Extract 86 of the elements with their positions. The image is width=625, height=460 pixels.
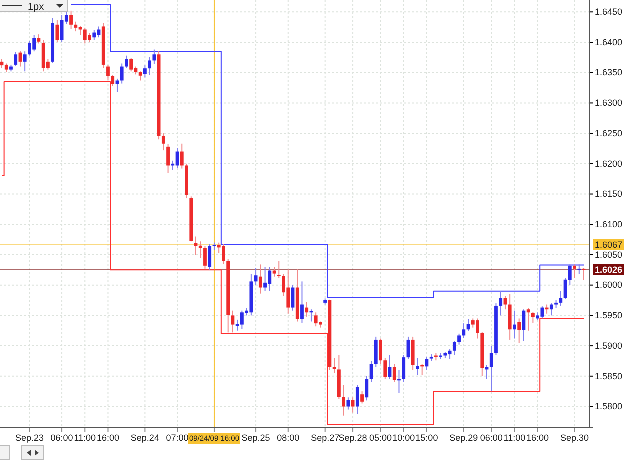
candlestick <box>458 333 461 346</box>
x-tick-label: Sep.27 <box>311 433 340 443</box>
y-tick-label: 1.6350 <box>595 68 623 78</box>
candlestick <box>92 30 96 41</box>
x-tick-label: 08:00 <box>277 433 300 443</box>
candlestick <box>74 21 78 32</box>
candlestick <box>342 385 346 416</box>
y-tick-label: 1.5900 <box>595 340 623 351</box>
y-tick-label: 1.6400 <box>595 37 623 48</box>
candlestick <box>351 397 355 414</box>
annotation: 1px <box>28 2 44 13</box>
x-tick-label: 06:00 <box>50 433 74 443</box>
y-tick-label: 1.5850 <box>595 371 623 382</box>
x-tick-label: Sep.25 <box>242 433 270 443</box>
candlestick <box>138 71 142 82</box>
candlestick <box>518 318 522 344</box>
x-tick-label: Sep.23 <box>15 433 44 443</box>
candlestick <box>499 290 503 316</box>
candlestick <box>130 58 134 72</box>
ref-line-label: 1.6067 <box>595 240 623 250</box>
x-tick-label: Sep.28 <box>338 433 368 443</box>
candlestick <box>384 358 388 380</box>
candlestick <box>258 264 262 294</box>
y-tick-label: 1.6150 <box>595 189 623 200</box>
candlestick <box>360 391 364 404</box>
x-tick-label: 11:00 <box>74 433 96 443</box>
x-tick-label: 15:00 <box>416 433 438 443</box>
candlestick <box>180 143 184 170</box>
candlestick <box>162 133 166 152</box>
candlestick <box>531 312 535 324</box>
y-tick-label: 1.6050 <box>595 250 623 260</box>
y-tick-label: 1.6000 <box>595 280 623 290</box>
y-tick-label: 1.6450 <box>595 7 623 18</box>
candlestick <box>550 303 554 316</box>
y-tick-label: 1.5800 <box>595 402 623 412</box>
candlestick <box>573 264 576 279</box>
x-tick-label: 16:00 <box>96 433 120 443</box>
candlestick <box>365 376 369 402</box>
candlestick <box>305 302 309 318</box>
candlestick <box>166 144 170 174</box>
candlestick <box>125 55 128 68</box>
x-tick-label: 16:00 <box>526 433 550 443</box>
candlestick <box>462 323 466 339</box>
candlestick <box>111 74 115 87</box>
ref-line-label: 1.6026 <box>595 265 623 276</box>
x-tick-label: 06:00 <box>480 433 503 443</box>
candlestick <box>56 20 60 43</box>
x-tick-label: Sep.24 <box>130 433 160 443</box>
x-tick-label: 10:00 <box>392 433 416 443</box>
y-tick-label: 1.6250 <box>595 128 623 138</box>
candlestick <box>346 397 350 410</box>
candlestick <box>70 10 73 30</box>
candlestick <box>208 244 212 271</box>
candlestick <box>392 364 396 383</box>
candlestick <box>504 296 508 310</box>
candlestick <box>148 56 152 76</box>
candlestick <box>559 290 563 306</box>
y-tick-label: 1.6300 <box>595 98 623 108</box>
x-tick-label: 07:00 <box>166 433 189 443</box>
candlestick <box>379 338 382 365</box>
candlestick <box>356 385 360 415</box>
candlestick <box>513 310 516 340</box>
candlestick <box>300 281 304 324</box>
candlestick <box>402 354 406 383</box>
candlestick <box>452 340 456 356</box>
candlestick <box>37 34 41 44</box>
candlestick <box>23 51 27 72</box>
x-tick-label: 05:00 <box>369 433 392 443</box>
x-tick-label: Sep.29 <box>450 433 478 443</box>
candlestick <box>14 52 18 67</box>
candlestick <box>120 63 124 84</box>
candlestick <box>490 346 494 392</box>
x-tick-label: 11:00 <box>504 433 526 443</box>
y-tick-label: 1.6200 <box>595 158 623 169</box>
candlestick <box>231 310 235 334</box>
y-tick-label: 1.6100 <box>595 220 623 230</box>
candlestick <box>152 49 156 65</box>
x-tick-label: Sep.30 <box>560 433 590 443</box>
candlestick <box>204 246 207 270</box>
candlestick <box>198 241 202 259</box>
y-tick-label: 1.5950 <box>595 310 623 321</box>
candlestick <box>143 65 147 78</box>
candlestick <box>416 358 420 376</box>
candlestick <box>526 308 530 332</box>
candlestick <box>106 64 110 81</box>
candlestick <box>116 78 120 93</box>
